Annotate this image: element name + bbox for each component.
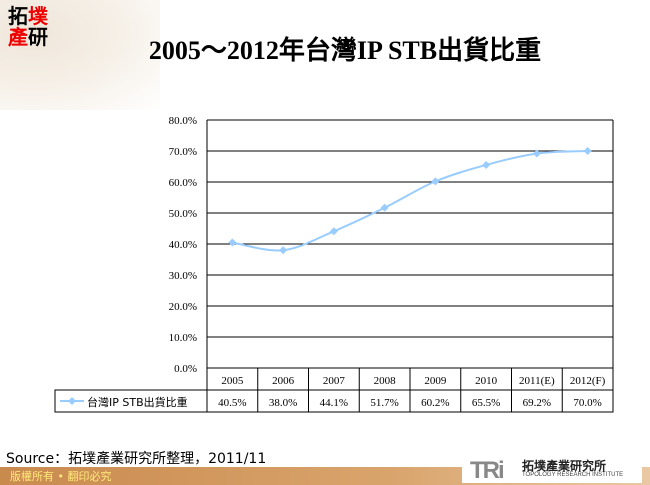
category-label: 2006 [272,375,295,387]
brand-mark: TRi [470,457,505,484]
data-label: 70.0% [573,397,601,409]
brand-en: TOPOLOGY RESEARCH INSTITUTE [522,472,624,478]
copyright-text: 版權所有 • 翻印必究 [10,470,112,483]
data-label: 40.5% [218,397,246,409]
y-tick-label: 20.0% [169,301,197,313]
source-note: Source：拓墣產業研究所整理，2011/11 [6,451,267,467]
data-point [532,149,541,158]
y-tick-label: 40.0% [169,239,197,251]
data-point [431,177,440,186]
logo-char: 產 [8,25,28,49]
y-tick-label: 70.0% [169,146,197,158]
category-label: 2009 [424,375,447,387]
legend-label: 台灣IP STB出貨比重 [87,395,188,409]
series-line [232,150,588,252]
logo-char: 研 [28,25,48,49]
data-label: 65.5% [472,397,500,409]
brand-logo: TRi 拓墣產業研究所 TOPOLOGY RESEARCH INSTITUTE [462,457,642,484]
y-tick-label: 10.0% [169,332,197,344]
category-label: 2010 [475,375,498,387]
category-label: 2005 [221,375,244,387]
data-point [279,246,288,255]
data-point [380,203,389,212]
data-point [482,160,491,169]
data-label: 69.2% [523,397,551,409]
category-label: 2008 [374,375,397,387]
data-point [228,238,237,247]
category-label: 2011(E) [519,375,555,387]
data-label: 44.1% [320,397,348,409]
logo-char: 墣 [28,4,48,28]
logo-char: 拓 [8,4,28,28]
legend-marker [68,397,76,405]
page-title: 2005～2012年台灣IP STB出貨比重 [148,36,542,65]
y-tick-label: 50.0% [169,208,197,220]
y-tick-label: 30.0% [169,270,197,282]
y-tick-label: 60.0% [169,177,197,189]
data-label: 38.0% [269,397,297,409]
y-tick-label: 80.0% [169,115,197,127]
brand-cn: 拓墣產業研究所 [522,459,607,473]
category-label: 2012(F) [570,375,606,387]
category-label: 2007 [323,375,346,387]
y-tick-label: 0.0% [174,363,197,375]
background-decoration [0,0,160,110]
data-point [583,147,592,155]
logo: 拓墣產研 [8,6,50,50]
data-label: 60.2% [421,397,449,409]
table-value-row [54,389,614,413]
data-label: 51.7% [370,397,398,409]
data-point [329,227,338,236]
